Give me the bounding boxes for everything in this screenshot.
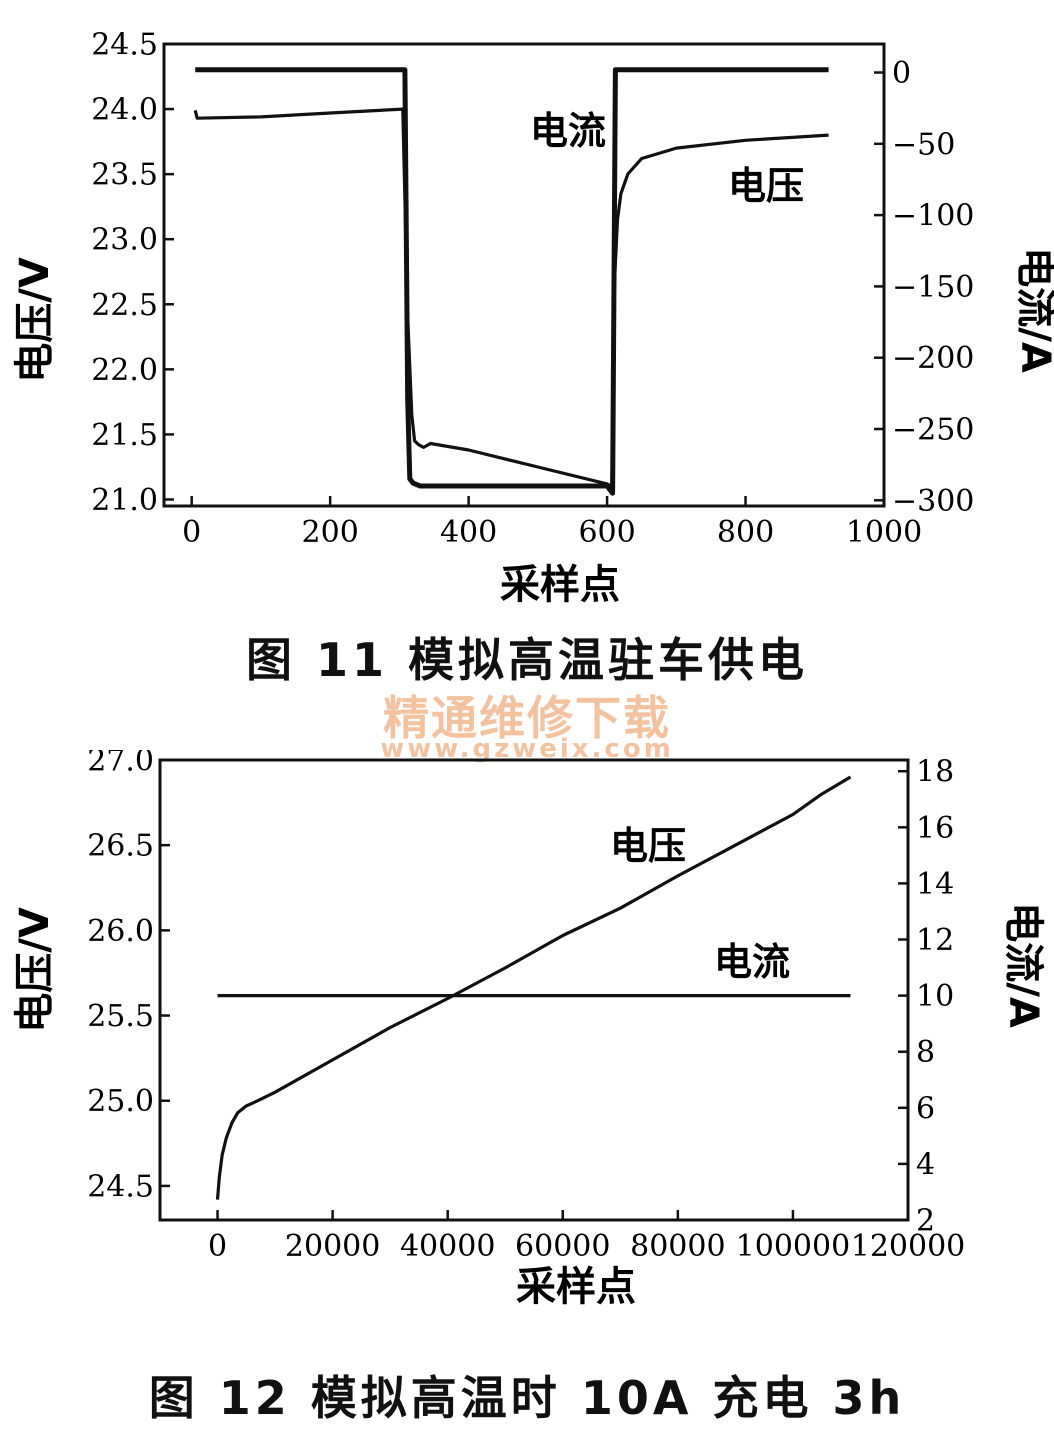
y-axis-label: 电压/V (12, 257, 58, 383)
y-tick-label: 23.0 (91, 223, 158, 258)
y2-tick-label: 8 (916, 1035, 935, 1070)
y-tick-label: 27.0 (87, 750, 154, 779)
chart-fig12: 0 20000 40000 60000 80000 100000 120000 24.5 25.… (12, 750, 1046, 1310)
figure-12-caption: 图 12 模拟高温时 10A 充电 3h (148, 1371, 906, 1425)
y-tick-label: 22.0 (91, 353, 158, 388)
y2-tick-label: −200 (892, 341, 974, 376)
x-tick-label: 40000 (400, 1229, 495, 1264)
x-tick-label: 0 (182, 515, 201, 550)
x-tick-label: 800 (717, 515, 774, 550)
y2-tick-label: 0 (892, 56, 911, 91)
y-tick-label: 21.5 (91, 418, 158, 453)
watermark-title: 精通维修下载 (383, 691, 671, 745)
figure-11-caption: 图 11 模拟高温驻车供电 (245, 633, 809, 687)
y-tick-label: 26.0 (87, 914, 154, 949)
y2-tick-label: 2 (916, 1204, 935, 1239)
y-axis-label: 电压/V (12, 907, 58, 1033)
x-axis-label: 采样点 (500, 562, 620, 608)
y2-tick-label: −250 (892, 413, 974, 448)
x-axis-label: 采样点 (516, 1264, 636, 1310)
y-tick-label: 25.5 (87, 999, 154, 1034)
x-tick-label: 20000 (285, 1229, 380, 1264)
y2-tick-label: 10 (916, 979, 954, 1014)
series-line-current (195, 67, 829, 496)
x-tick-label: 60000 (515, 1229, 610, 1264)
y-tick-label: 21.0 (91, 483, 158, 518)
x-tick-label: 600 (578, 515, 635, 550)
y-tick-label: 26.5 (87, 829, 154, 864)
y2-tick-label: −100 (892, 199, 974, 234)
series-line-voltage (193, 107, 829, 489)
y-tick-label: 24.5 (91, 28, 158, 63)
y-tick-label: 24.0 (91, 93, 158, 128)
y2-tick-label: 6 (916, 1091, 935, 1126)
y2-tick-label: 4 (916, 1147, 935, 1182)
y2-tick-label: −300 (892, 484, 974, 519)
y-tick-label: 24.5 (87, 1169, 154, 1204)
y-tick-label: 22.5 (91, 288, 158, 323)
y2-tick-label: −50 (892, 127, 955, 162)
x-tick-label: 120000 (851, 1229, 966, 1264)
y2-tick-label: −150 (892, 270, 974, 305)
y2-axis-label: 电流/A (1012, 247, 1054, 373)
x-tick-label: 400 (440, 515, 497, 550)
x-tick-label: 1000 (846, 515, 922, 550)
y-tick-label: 25.0 (87, 1084, 154, 1119)
y2-tick-label: 16 (916, 811, 954, 846)
x-tick-label: 200 (302, 515, 359, 550)
chart-fig11: 0 200 400 600 800 1000 21.0 21.5 22.0 22.5 23.0 23.… (12, 28, 1054, 609)
y-tick-label: 23.5 (91, 158, 158, 193)
y2-tick-label: 18 (916, 755, 954, 790)
y2-tick-label: 14 (916, 867, 954, 902)
x-tick-label: 0 (208, 1229, 227, 1264)
series-line-voltage (215, 775, 852, 1200)
plot-frame (162, 42, 886, 508)
y2-tick-label: 12 (916, 923, 954, 958)
x-tick-label: 100000 (736, 1229, 851, 1264)
plot-frame (158, 758, 910, 1222)
annotation-current: 电流 (714, 940, 790, 984)
annotation-current: 电流 (530, 109, 606, 153)
annotation-voltage: 电压 (610, 824, 686, 868)
annotation-voltage: 电压 (728, 164, 804, 208)
y2-axis-label: 电流/A (1000, 902, 1046, 1028)
x-tick-label: 80000 (630, 1229, 725, 1264)
